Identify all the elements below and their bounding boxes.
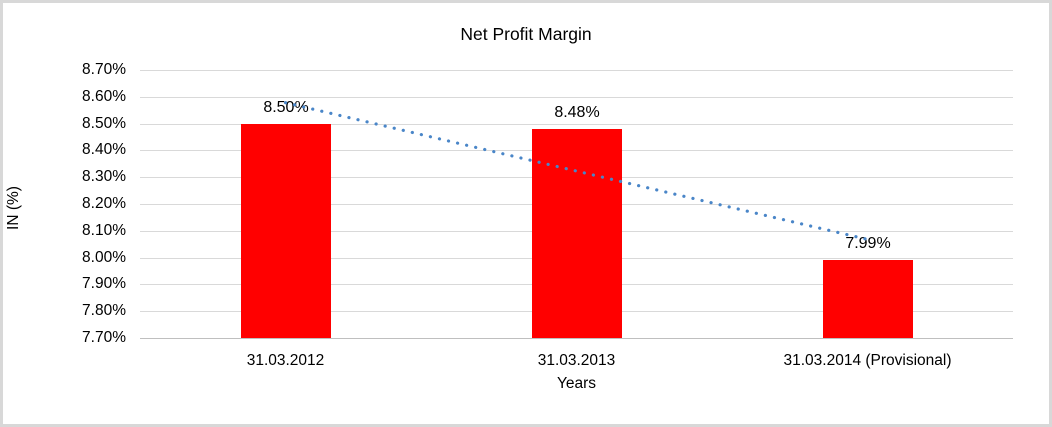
chart-title: Net Profit Margin xyxy=(460,24,592,44)
bar-1 xyxy=(241,124,331,338)
plot-area: 8.50% 8.48% 7.99% xyxy=(140,70,1013,339)
bar-2 xyxy=(532,129,622,338)
y-tick-label: 7.70% xyxy=(82,329,126,346)
bar-value-label: 8.50% xyxy=(263,99,309,116)
y-tick-label: 8.50% xyxy=(82,115,126,132)
y-tick-label: 8.30% xyxy=(82,168,126,185)
gridline xyxy=(140,97,1013,98)
y-tick-label: 7.80% xyxy=(82,302,126,319)
y-tick-label: 8.60% xyxy=(82,88,126,105)
bar-value-label: 7.99% xyxy=(845,235,891,252)
gridline xyxy=(140,70,1013,71)
x-category-label: 31.03.2014 (Provisional) xyxy=(783,352,952,369)
y-tick-label: 7.90% xyxy=(82,275,126,292)
bar-value-label: 8.48% xyxy=(554,104,600,121)
x-category-label: 31.03.2012 xyxy=(246,352,325,369)
y-tick-label: 8.40% xyxy=(82,141,126,158)
bar-3 xyxy=(823,260,913,338)
y-tick-label: 8.10% xyxy=(82,222,126,239)
x-axis-title: Years xyxy=(556,375,597,392)
x-axis-line xyxy=(140,338,1013,339)
y-tick-label: 8.20% xyxy=(82,195,126,212)
y-tick-label: 8.70% xyxy=(82,61,126,78)
y-tick-label: 8.00% xyxy=(82,249,126,266)
x-category-label: 31.03.2013 xyxy=(537,352,616,369)
